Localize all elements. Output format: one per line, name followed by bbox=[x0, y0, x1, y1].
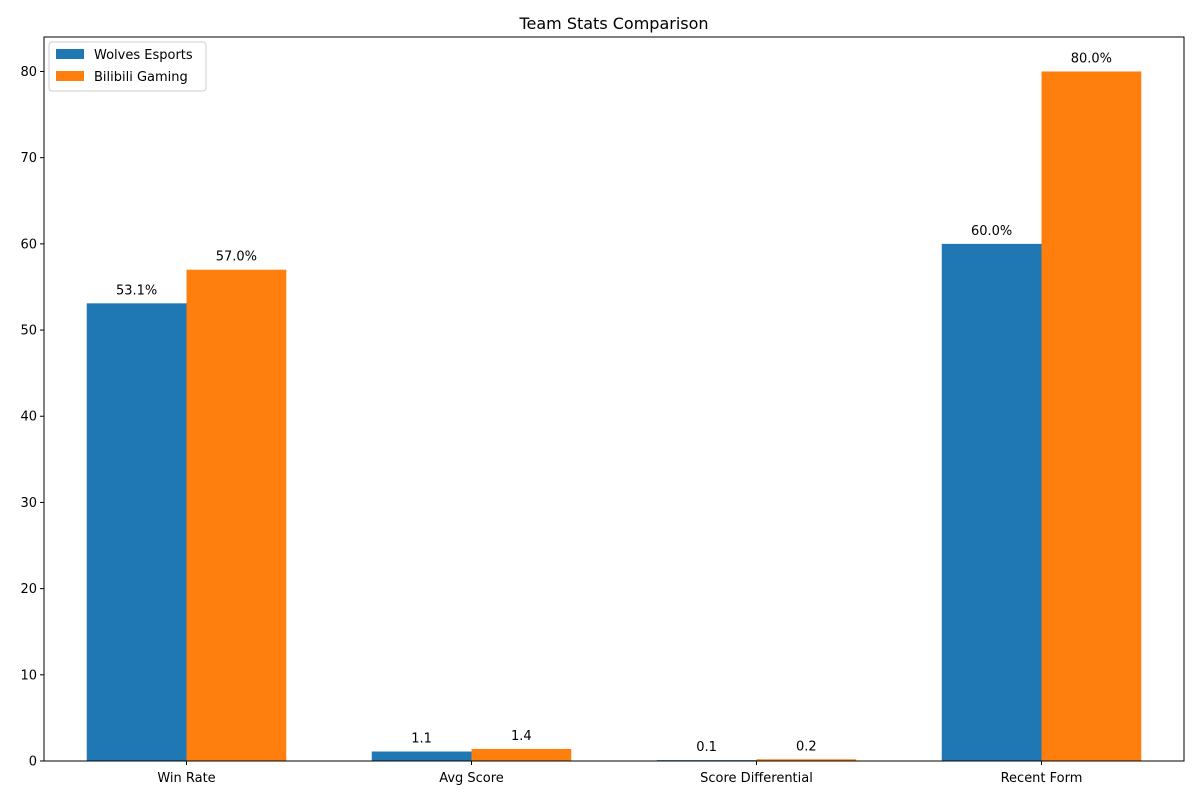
y-tick-label: 0 bbox=[29, 755, 37, 770]
bar-bilibili-gaming-3 bbox=[1041, 71, 1142, 761]
y-tick-label: 70 bbox=[20, 151, 37, 166]
plot-frame bbox=[43, 36, 1185, 762]
y-tick-label: 20 bbox=[20, 582, 37, 597]
value-labels-layer: 53.1% 1.1 0.1 60.0% 57.0% 1.4 0.2 80.0% bbox=[116, 51, 1112, 755]
legend-swatch-1 bbox=[56, 71, 84, 81]
y-tick-label: 80 bbox=[20, 65, 37, 80]
y-tick-label: 40 bbox=[20, 410, 37, 425]
x-tick-label: Score Differential bbox=[700, 771, 813, 786]
legend-label-1: Bilibili Gaming bbox=[94, 70, 188, 85]
legend-label-0: Wolves Esports bbox=[94, 48, 193, 63]
y-tick-label: 10 bbox=[20, 668, 37, 683]
bar-wolves-esports-0 bbox=[86, 303, 187, 761]
bar-value-label: 60.0% bbox=[971, 224, 1012, 239]
bar-value-label: 57.0% bbox=[216, 250, 257, 265]
legend: Wolves Esports Bilibili Gaming bbox=[48, 41, 207, 92]
y-tick-label: 30 bbox=[20, 496, 37, 511]
legend-swatch-0 bbox=[56, 49, 84, 59]
y-tick-label: 60 bbox=[20, 237, 37, 252]
bar-value-label: 80.0% bbox=[1071, 51, 1112, 66]
bar-value-label: 53.1% bbox=[116, 283, 157, 298]
bar-value-label: 1.4 bbox=[511, 729, 532, 744]
y-tick-label: 50 bbox=[20, 324, 37, 339]
axes-layer: 0 10 20 30 40 50 60 70 80 Win Rate Avg Score Score … bbox=[20, 36, 1185, 786]
bar-value-label: 0.2 bbox=[796, 739, 817, 754]
bar-wolves-esports-1 bbox=[371, 751, 472, 761]
bar-bilibili-gaming-1 bbox=[471, 748, 572, 761]
bars-layer bbox=[86, 71, 1142, 761]
x-tick-label: Win Rate bbox=[157, 771, 215, 786]
bar-value-label: 1.1 bbox=[411, 732, 432, 747]
chart-title: Team Stats Comparison bbox=[518, 14, 708, 33]
bar-value-label: 0.1 bbox=[696, 740, 717, 755]
legend-box bbox=[48, 41, 207, 92]
bar-wolves-esports-3 bbox=[941, 243, 1042, 761]
bar-bilibili-gaming-0 bbox=[186, 269, 287, 761]
x-tick-label: Avg Score bbox=[439, 771, 504, 786]
x-tick-label: Recent Form bbox=[1001, 771, 1083, 786]
bar-bilibili-gaming-2 bbox=[756, 759, 857, 761]
